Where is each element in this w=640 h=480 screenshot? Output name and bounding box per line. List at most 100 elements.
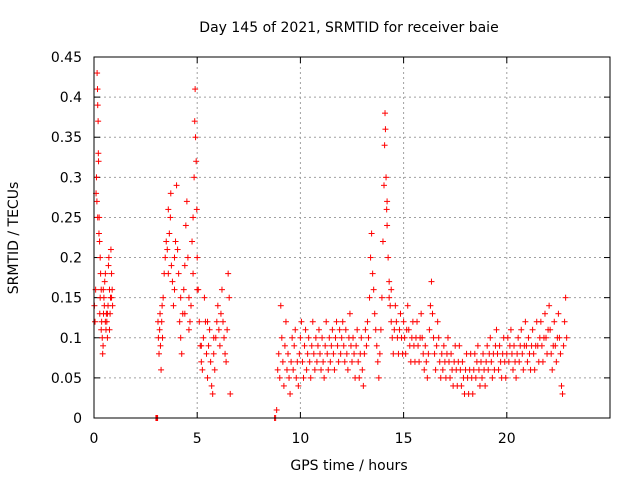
data-point (444, 334, 451, 341)
data-point (391, 326, 398, 333)
data-point (386, 278, 393, 285)
data-point (194, 286, 201, 293)
data-point (426, 326, 433, 333)
data-point (200, 334, 207, 341)
data-points (91, 70, 570, 421)
data-point (299, 358, 306, 365)
data-point (428, 278, 435, 285)
data-point (182, 222, 189, 229)
data-point (157, 310, 164, 317)
data-point (547, 326, 554, 333)
data-point (191, 118, 198, 125)
data-point (516, 358, 523, 365)
data-point (226, 294, 233, 301)
data-point (372, 326, 379, 333)
data-point (456, 342, 463, 349)
data-point (511, 342, 518, 349)
data-point (551, 318, 558, 325)
data-point (194, 254, 201, 261)
data-point (104, 310, 111, 317)
data-point (541, 310, 548, 317)
data-point (295, 382, 302, 389)
data-point (531, 366, 538, 373)
data-point (319, 334, 326, 341)
data-point (414, 318, 421, 325)
data-point (278, 334, 285, 341)
data-point (520, 366, 527, 373)
data-point (327, 358, 334, 365)
data-point (330, 350, 337, 357)
y-tick-label: 0.05 (51, 371, 82, 387)
data-point (419, 334, 426, 341)
data-point (557, 350, 564, 357)
data-point (346, 310, 353, 317)
data-point (436, 358, 443, 365)
x-tick-label: 5 (193, 431, 202, 447)
data-point (297, 334, 304, 341)
data-point (388, 318, 395, 325)
data-point (99, 350, 106, 357)
data-point (478, 358, 484, 365)
data-point (335, 358, 342, 365)
data-point (494, 350, 501, 357)
data-point (287, 390, 294, 397)
data-point (175, 270, 182, 277)
data-point (537, 318, 544, 325)
data-point (199, 366, 206, 373)
data-point (471, 350, 478, 357)
data-point (328, 342, 335, 349)
data-point (430, 334, 437, 341)
data-point (214, 302, 221, 309)
data-point (108, 270, 115, 277)
y-tick-label: 0.45 (51, 50, 82, 66)
data-point (560, 342, 567, 349)
data-point (98, 326, 105, 333)
data-point (100, 342, 107, 349)
data-point (365, 334, 372, 341)
data-point (495, 366, 502, 373)
data-point (177, 294, 184, 301)
data-point (192, 134, 199, 141)
data-point (384, 198, 391, 205)
data-point (422, 342, 429, 349)
data-point (543, 334, 550, 341)
data-point (548, 350, 555, 357)
data-point (470, 366, 477, 373)
data-point (351, 350, 358, 357)
data-point (203, 350, 210, 357)
data-point (96, 238, 103, 245)
data-point (427, 302, 434, 309)
data-point (514, 350, 521, 357)
data-point (280, 382, 287, 389)
data-point (283, 366, 290, 373)
data-point (279, 358, 286, 365)
data-point (225, 270, 232, 277)
data-point (158, 318, 165, 325)
data-point (163, 238, 170, 245)
data-point (342, 326, 349, 333)
data-point (392, 302, 399, 309)
data-point (331, 366, 338, 373)
data-point (388, 286, 395, 293)
data-point (336, 326, 343, 333)
data-point (102, 270, 109, 277)
data-point (367, 254, 374, 261)
data-point (314, 342, 321, 349)
data-point (184, 254, 191, 261)
data-point (177, 334, 184, 341)
data-point (158, 366, 165, 373)
data-point (93, 198, 100, 205)
data-point (307, 374, 314, 381)
data-point (166, 230, 173, 237)
series-baie (91, 70, 570, 421)
data-point (562, 294, 569, 301)
data-point (360, 382, 367, 389)
data-point (519, 350, 526, 357)
data-point (164, 246, 171, 253)
data-point (97, 294, 104, 301)
data-point (275, 350, 282, 357)
data-point (213, 318, 220, 325)
data-point (538, 342, 545, 349)
data-point (181, 262, 188, 269)
data-point (385, 254, 392, 261)
